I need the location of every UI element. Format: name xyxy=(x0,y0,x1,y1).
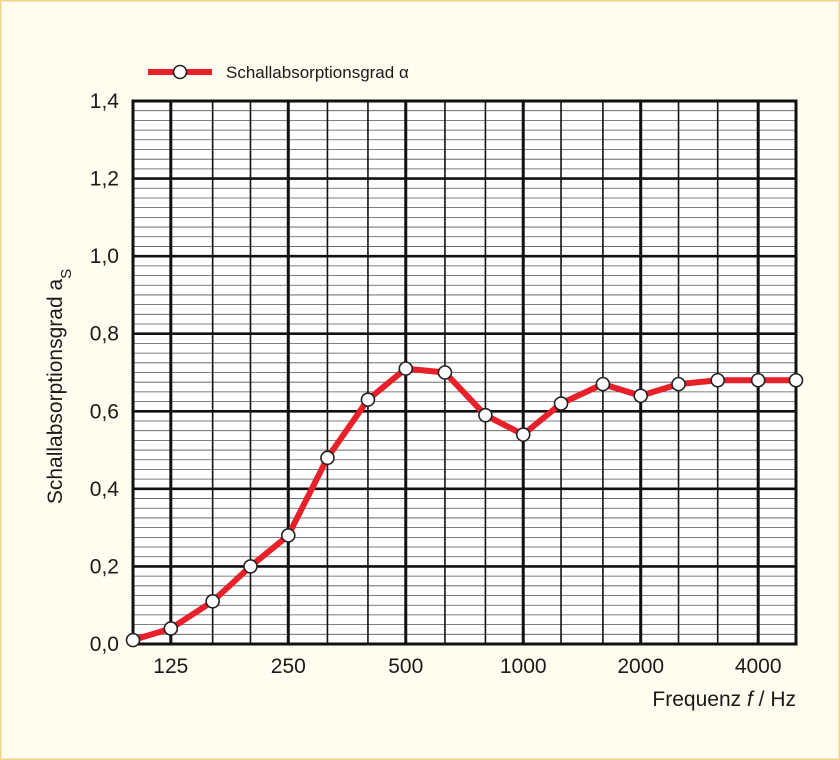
x-tick-label: 1000 xyxy=(500,655,547,678)
y-tick-label: 1,2 xyxy=(90,168,119,191)
data-point xyxy=(633,388,649,404)
plot-border xyxy=(131,99,798,646)
x-axis-title-prefix: Frequenz xyxy=(652,688,747,711)
data-point xyxy=(320,450,335,466)
y-tick-label: 1,4 xyxy=(90,90,120,113)
grid xyxy=(131,99,798,646)
legend-marker xyxy=(172,64,188,80)
data-point xyxy=(125,632,141,648)
x-axis-title-variable: f xyxy=(747,688,755,711)
y-axis-title-main: Schallabsorptionsgrad a xyxy=(44,279,67,505)
legend-label: Schallabsorptionsgrad α xyxy=(226,63,409,82)
y-axis-title: Schallabsorptionsgrad aS xyxy=(44,269,75,504)
x-axis-title: Frequenz f / Hz xyxy=(652,688,796,711)
data-point xyxy=(280,528,296,543)
y-tick-label: 0,2 xyxy=(90,555,119,578)
data-point xyxy=(398,361,414,376)
x-tick-label: 4000 xyxy=(735,655,782,678)
x-tick-label: 250 xyxy=(271,655,306,678)
data-point xyxy=(788,372,804,388)
data-point xyxy=(595,376,611,392)
data-point xyxy=(163,621,179,636)
data-point xyxy=(205,594,220,609)
y-tick-label: 0,6 xyxy=(90,400,119,423)
x-tick-label: 500 xyxy=(388,655,423,678)
data-point xyxy=(437,365,453,380)
x-axis-title-unit: / Hz xyxy=(753,688,796,711)
y-tick-label: 0,4 xyxy=(90,478,120,501)
x-tick-label: 2000 xyxy=(617,655,664,678)
data-point xyxy=(710,372,725,388)
y-tick-label: 0,8 xyxy=(90,323,119,346)
x-axis: 125 250 500 1000 2000 4000 xyxy=(153,655,781,678)
x-tick-label: 125 xyxy=(153,655,188,678)
data-point xyxy=(360,392,376,407)
data-point xyxy=(671,376,686,392)
data-point xyxy=(515,427,531,442)
y-tick-label: 1,0 xyxy=(90,245,119,268)
y-axis: 0,0 0,2 0,4 0,6 0,8 1,0 1,2 1,4 xyxy=(90,90,120,656)
series-layer xyxy=(125,361,804,648)
legend: Schallabsorptionsgrad α xyxy=(148,63,409,82)
y-tick-label: 0,0 xyxy=(90,633,119,656)
data-point xyxy=(478,407,493,423)
data-point xyxy=(750,372,766,388)
y-axis-title-subscript: S xyxy=(58,269,75,279)
data-point xyxy=(243,559,258,574)
data-point xyxy=(553,396,569,411)
